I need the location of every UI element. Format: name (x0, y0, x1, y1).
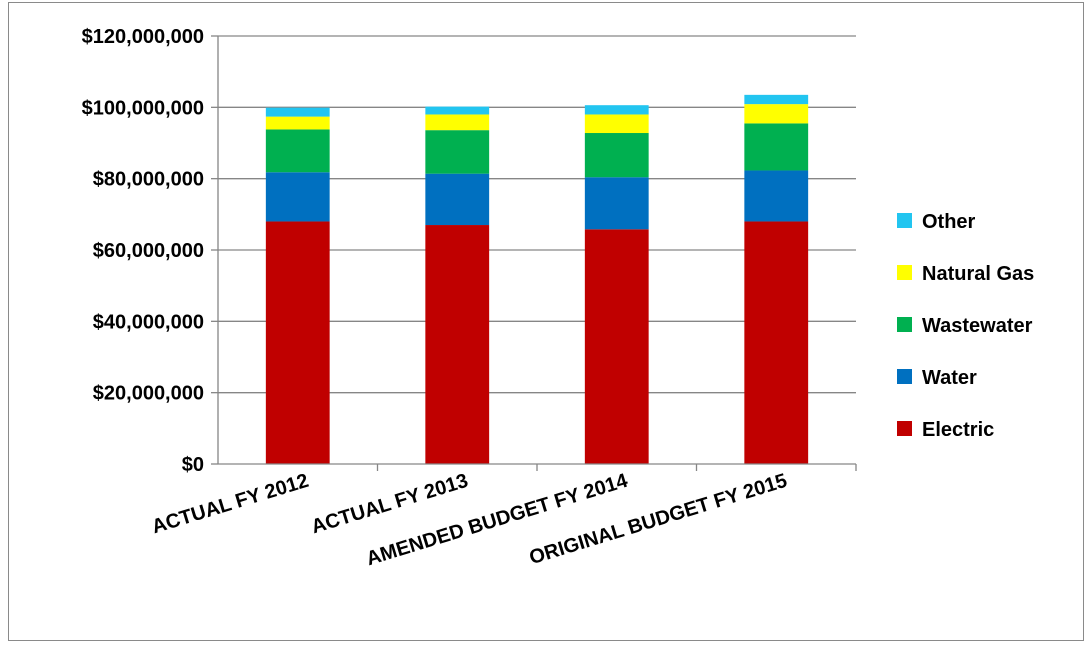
legend-swatch-other (897, 213, 912, 228)
legend-label: Natural Gas (922, 263, 1034, 285)
bar-segment-other (584, 105, 649, 115)
bar-segment-other (265, 107, 330, 117)
bar-segment-electric (744, 221, 809, 464)
x-category-label: AMENDED BUDGET FY 2014 (364, 469, 631, 570)
y-tick-label: $80,000,000 (93, 169, 204, 191)
y-tick-label: $40,000,000 (93, 311, 204, 333)
axes (211, 35, 857, 471)
bar-segment-natural-gas (425, 114, 490, 131)
legend-label: Wastewater (922, 315, 1033, 337)
bar-segment-water (265, 172, 330, 222)
x-category-label: ACTUAL FY 2012 (149, 470, 311, 539)
bar-segment-water (744, 170, 809, 222)
legend-label: Water (922, 367, 977, 389)
y-axis-tick-labels: $0 $20,000,000 $40,000,000 $60,000,000 $80,0… (82, 26, 204, 476)
legend-swatch-wastewater (897, 317, 912, 332)
bar-segment-other (425, 106, 490, 115)
bar-segment-water (425, 173, 490, 226)
bar-segment-water (584, 177, 649, 230)
bar-segment-natural-gas (265, 116, 330, 130)
y-tick-label: $60,000,000 (93, 240, 204, 262)
y-tick-label: $120,000,000 (82, 26, 204, 48)
legend-swatch-electric (897, 421, 912, 436)
legend: Other Natural Gas Wastewater Water Electric (897, 211, 1034, 441)
y-tick-label: $0 (182, 454, 204, 476)
y-tick-label: $100,000,000 (82, 97, 204, 119)
legend-label: Other (922, 211, 976, 233)
bar-segment-natural-gas (584, 114, 649, 134)
bar-segment-other (744, 94, 809, 105)
bars (265, 94, 809, 464)
bar-segment-natural-gas (744, 104, 809, 124)
legend-swatch-natural-gas (897, 265, 912, 280)
y-tick-label: $20,000,000 (93, 383, 204, 405)
x-category-label: ORIGINAL BUDGET FY 2015 (527, 470, 790, 569)
bar-segment-electric (584, 229, 649, 464)
bar-segment-wastewater (584, 133, 649, 178)
bar-segment-wastewater (265, 129, 330, 173)
legend-swatch-water (897, 369, 912, 384)
bar-segment-wastewater (425, 130, 490, 174)
bar-segment-electric (425, 225, 490, 464)
legend-label: Electric (922, 419, 994, 441)
bar-segment-wastewater (744, 123, 809, 171)
bar-segment-electric (265, 221, 330, 464)
